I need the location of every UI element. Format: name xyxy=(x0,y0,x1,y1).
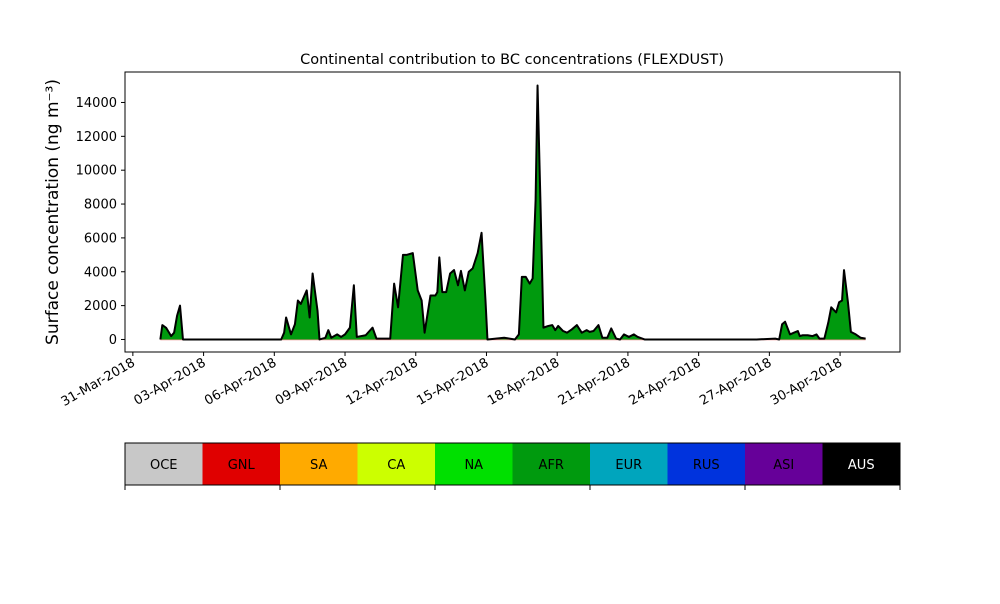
y-tick-label: 4000 xyxy=(84,265,117,280)
y-tick-label: 0 xyxy=(109,333,117,348)
legend-entry-gnl: GNL xyxy=(202,443,280,485)
legend-label: CA xyxy=(387,458,405,473)
y-tick-label: 2000 xyxy=(84,299,117,314)
legend-label: SA xyxy=(310,458,327,473)
legend-entry-oce: OCE xyxy=(125,443,203,485)
y-tick-label: 10000 xyxy=(76,164,117,179)
x-tick-label: 24-Apr-2018 xyxy=(627,355,704,408)
legend-swatch xyxy=(667,443,745,485)
legend-swatch xyxy=(280,443,358,485)
legend-entry-sa: SA xyxy=(280,443,358,485)
legend-swatch xyxy=(125,443,203,485)
y-tick-label: 6000 xyxy=(84,231,117,246)
legend-swatch xyxy=(745,443,823,485)
legend-entry-ca: CA xyxy=(357,443,435,485)
legend-swatch xyxy=(357,443,435,485)
legend-entry-afr: AFR xyxy=(512,443,590,485)
x-tick-label: 31-Mar-2018 xyxy=(59,355,138,409)
x-tick-label: 18-Apr-2018 xyxy=(485,355,562,408)
x-tick-label: 30-Apr-2018 xyxy=(768,355,845,408)
legend-entry-eur: EUR xyxy=(590,443,668,485)
axes-frame xyxy=(124,71,901,353)
legend-label: ASI xyxy=(773,458,794,473)
y-tick-label: 8000 xyxy=(84,198,117,213)
legend-entry-asi: ASI xyxy=(745,443,823,485)
x-tick-label: 15-Apr-2018 xyxy=(414,355,491,408)
legend-label: EUR xyxy=(615,458,642,473)
chart-title: Continental contribution to BC concentra… xyxy=(300,52,724,68)
legend-label: NA xyxy=(464,458,483,473)
legend-label: RUS xyxy=(693,458,720,473)
y-axis-label: Surface concentration (ng m⁻³) xyxy=(43,79,63,345)
y-tick-label: 12000 xyxy=(76,130,117,145)
x-tick-label: 21-Apr-2018 xyxy=(556,355,633,408)
x-tick-label: 06-Apr-2018 xyxy=(202,355,279,408)
colorbar-frame xyxy=(124,442,901,486)
x-tick-label: 27-Apr-2018 xyxy=(697,355,774,408)
x-tick-label: 03-Apr-2018 xyxy=(131,355,208,408)
legend-label: AUS xyxy=(848,458,875,473)
total-line xyxy=(159,84,866,341)
legend-swatch xyxy=(435,443,513,485)
legend-entry-na: NA xyxy=(435,443,513,485)
legend-label: GNL xyxy=(228,458,256,473)
legend-entry-aus: AUS xyxy=(822,443,900,485)
plot-area: 0 2000 4000 6000 8000 10000 12000 14000 31-Mar-2… xyxy=(59,71,901,410)
legend-label: AFR xyxy=(539,458,564,473)
x-tick-label: 12-Apr-2018 xyxy=(344,355,421,408)
y-tick-label: 14000 xyxy=(76,96,117,111)
legend-swatch xyxy=(590,443,668,485)
legend-swatch xyxy=(512,443,590,485)
area-series-afr xyxy=(160,85,866,340)
legend-label: OCE xyxy=(150,458,178,473)
colorbar-legend: OCE GNL SA CA NA AFR EUR RUS ASI AUS xyxy=(124,442,901,490)
legend-swatch xyxy=(822,443,900,485)
legend-entry-rus: RUS xyxy=(667,443,745,485)
legend-swatch xyxy=(202,443,280,485)
x-tick-label: 09-Apr-2018 xyxy=(273,355,350,408)
